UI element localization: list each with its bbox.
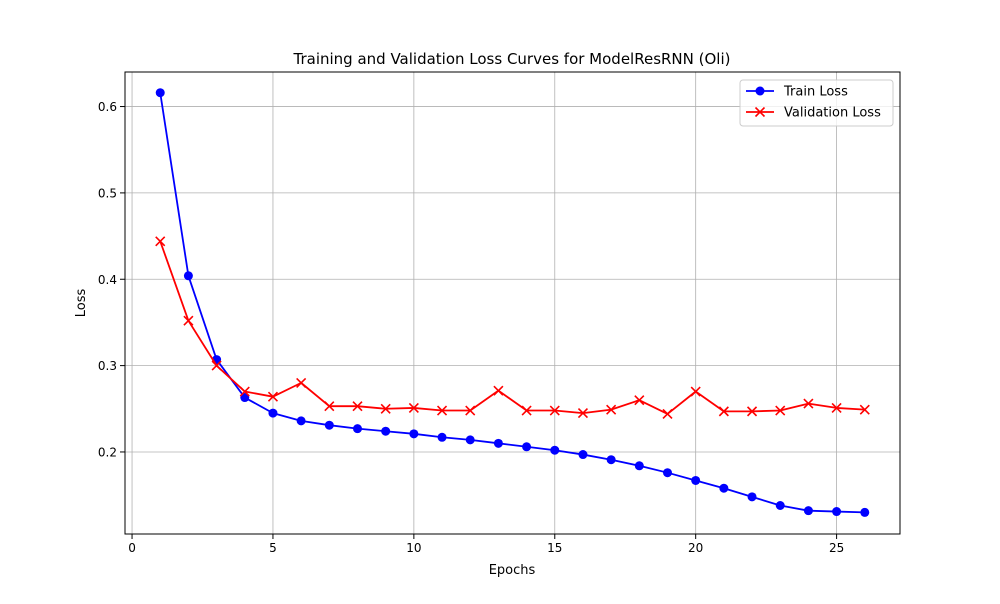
train-loss-point [240,393,250,403]
validation-loss-point [436,405,448,416]
train-loss-point [775,501,785,511]
validation-loss-point [521,405,532,416]
train-loss-point [663,468,672,478]
validation-loss-point [324,401,335,412]
y-tick-label: 0.5 [98,186,117,200]
y-tick-label: 0.6 [98,100,117,114]
validation-loss-point [606,404,617,415]
legend-val-label: Validation Loss [784,106,881,121]
validation-loss-point [352,401,363,412]
x-tick-label: 5 [269,541,277,555]
train-loss-point [437,432,447,442]
validation-loss-point [493,385,504,396]
train-loss-point [522,442,532,452]
train-loss-point [324,420,334,430]
validation-loss-point [859,404,870,415]
validation-loss-line [159,240,865,415]
train-loss-point [155,88,165,98]
validation-loss-point [267,391,279,402]
validation-loss-point [831,402,842,413]
train-loss-point [578,450,588,460]
train-loss-point [493,438,503,448]
legend-box [739,79,894,127]
train-loss-point [268,408,278,418]
train-loss-point [719,483,729,493]
validation-loss-point [155,236,166,247]
train-loss-point [803,506,813,516]
train-loss-point [606,455,616,465]
train-loss-point [381,426,391,436]
train-loss-point [550,445,560,455]
validation-loss-point [549,405,560,416]
y-tick-label: 0.3 [98,359,117,373]
x-tick-label: 25 [829,541,844,555]
validation-loss-point [380,403,391,414]
series-layer [155,88,870,517]
x-tick-label: 15 [547,541,562,555]
validation-loss-point [408,402,419,413]
validation-loss-point [690,386,701,397]
chart-title: Training and Validation Loss Curves for … [293,50,731,68]
validation-loss-point [183,315,194,326]
axes-frame [124,71,901,535]
axis-ticks: 0 5 10 15 20 25 0.2 0.3 0.4 0.5 0.6 [98,100,844,555]
train-loss-point [634,461,644,471]
x-tick-label: 20 [688,541,703,555]
legend: Train Loss Validation Loss [739,79,894,127]
train-loss-point [409,429,419,439]
train-loss-point [860,507,870,517]
validation-loss-point [662,408,673,420]
train-loss-point [832,507,842,517]
legend-train-marker [755,86,765,96]
validation-loss-point [746,406,758,417]
validation-loss-point [775,405,786,416]
validation-loss-point [718,406,729,417]
validation-loss-point [211,360,222,371]
y-tick-label: 0.4 [98,273,117,287]
train-loss-point [183,271,193,281]
legend-val-marker [754,106,766,118]
x-tick-label: 10 [406,541,421,555]
train-loss-point [353,424,362,434]
validation-loss-point [577,408,589,419]
validation-loss-point [296,377,307,388]
x-axis-label: Epochs [489,563,536,578]
legend-train-label: Train Loss [783,85,848,100]
train-loss-point [691,475,701,485]
train-loss-line [159,92,865,514]
validation-loss-point [465,405,476,416]
train-loss-point [465,435,475,445]
validation-loss-point [634,395,645,406]
validation-loss-point [803,398,814,409]
train-loss-point [296,416,306,426]
train-loss-point [747,492,757,502]
y-tick-label: 0.2 [98,445,117,459]
x-tick-label: 0 [128,541,136,555]
validation-loss-point [239,386,250,397]
y-axis-label: Loss [74,289,89,318]
